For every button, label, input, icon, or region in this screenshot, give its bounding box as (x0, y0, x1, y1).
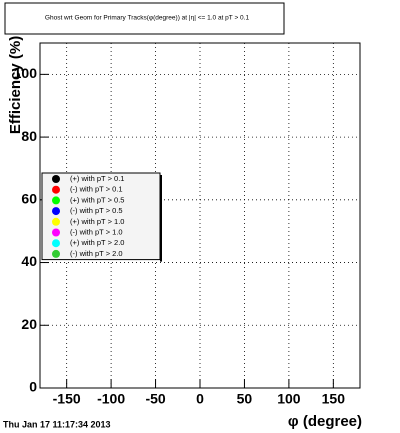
legend-shadow (160, 175, 162, 262)
y-tick-label: 40 (21, 253, 37, 269)
x-tick-label: 100 (277, 391, 301, 407)
legend-label: (+) with pT > 0.1 (70, 174, 124, 183)
legend-label: (-) with pT > 0.5 (70, 206, 123, 215)
y-tick-label: 20 (21, 316, 37, 332)
y-axis-label: Efficiency (%) (7, 36, 24, 134)
legend-label: (-) with pT > 2.0 (70, 249, 123, 258)
legend-label: (+) with pT > 1.0 (70, 217, 124, 226)
legend-label: (-) with pT > 0.1 (70, 185, 123, 194)
legend-marker (52, 249, 60, 258)
x-tick-label: 0 (196, 391, 204, 407)
legend-label: (+) with pT > 0.5 (70, 195, 124, 204)
x-tick-label: -150 (53, 391, 81, 407)
legend-marker (52, 239, 60, 248)
legend-marker (52, 196, 60, 205)
y-tick-label: 80 (21, 128, 37, 144)
x-tick-label: 150 (322, 391, 346, 407)
legend-label: (+) with pT > 2.0 (70, 238, 124, 247)
chart-title: Ghost wrt Geom for Primary Tracks(φ(degr… (45, 15, 250, 22)
legend-marker (52, 207, 60, 216)
legend-label: (-) with pT > 1.0 (70, 227, 123, 236)
legend-box (41, 172, 161, 261)
title-box (4, 2, 285, 35)
x-tick-label: -100 (97, 391, 125, 407)
legend-marker (52, 185, 60, 194)
legend-marker (52, 175, 60, 183)
timestamp: Thu Jan 17 11:17:34 2013 (3, 419, 111, 429)
y-tick-label: 0 (29, 379, 37, 395)
legend-marker (52, 228, 60, 237)
legend-marker (52, 217, 60, 226)
x-axis-label: φ (degree) (288, 413, 362, 430)
y-tick-label: 100 (14, 65, 38, 81)
x-tick-label: -50 (145, 391, 165, 407)
x-tick-label: 50 (237, 391, 253, 407)
y-tick-label: 60 (21, 191, 37, 207)
